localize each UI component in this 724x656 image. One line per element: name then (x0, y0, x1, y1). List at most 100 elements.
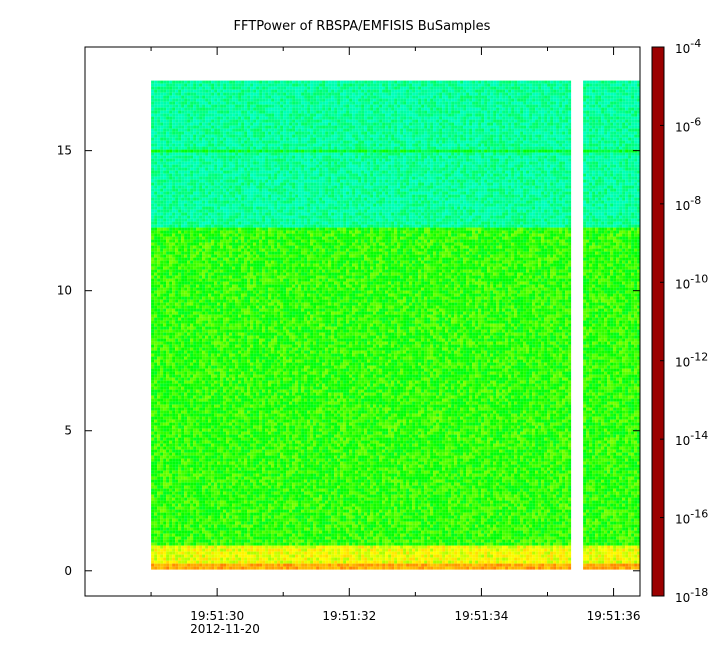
spectrogram-cell (301, 126, 304, 129)
spectrogram-cell (232, 162, 235, 165)
spectrogram-cell (400, 171, 403, 174)
spectrogram-cell (301, 159, 304, 162)
spectrogram-cell (202, 165, 205, 168)
spectrogram-cell (433, 102, 436, 105)
spectrogram-cell (610, 105, 613, 108)
spectrogram-cell (610, 129, 613, 132)
spectrogram-cell (499, 99, 502, 102)
spectrogram-cell (532, 111, 535, 114)
spectrogram-cell (172, 105, 175, 108)
spectrogram-cell (178, 90, 181, 93)
spectrogram-cell (187, 156, 190, 159)
spectrogram-cell (193, 126, 196, 129)
spectrogram-cell (154, 144, 157, 147)
spectrogram-cell (490, 165, 493, 168)
spectrogram-cell (232, 168, 235, 171)
spectrogram-cell (460, 111, 463, 114)
spectrogram-cell (568, 93, 571, 96)
spectrogram-cell (229, 111, 232, 114)
spectrogram-cell (175, 138, 178, 141)
spectrogram-cell (379, 111, 382, 114)
spectrogram-cell (433, 126, 436, 129)
spectrogram-cell (436, 159, 439, 162)
spectrogram-cell (613, 93, 616, 96)
spectrogram-cell (223, 159, 226, 162)
spectrogram-cell (526, 162, 529, 165)
spectrogram-cell (322, 126, 325, 129)
spectrogram-cell (490, 123, 493, 126)
spectrogram-cell (391, 117, 394, 120)
spectrogram-cell (592, 129, 595, 132)
spectrogram-cell (424, 141, 427, 144)
spectrogram-cell (427, 111, 430, 114)
spectrogram-cell (349, 81, 352, 84)
spectrogram-cell (448, 147, 451, 150)
spectrogram-cell (220, 123, 223, 126)
spectrogram-cell (208, 144, 211, 147)
spectrogram-cell (556, 96, 559, 99)
spectrogram-cell (283, 111, 286, 114)
spectrogram-cell (280, 87, 283, 90)
spectrogram-cell (298, 84, 301, 87)
spectrogram-cell (511, 81, 514, 84)
spectrogram-cell (496, 120, 499, 123)
spectrogram-cell (367, 138, 370, 141)
spectrogram-cell (247, 150, 250, 153)
spectrogram-cell (394, 156, 397, 159)
spectrogram-cell (316, 132, 319, 135)
spectrogram-cell (268, 81, 271, 84)
spectrogram-cell (169, 81, 172, 84)
spectrogram-cell (511, 120, 514, 123)
spectrogram-cell (277, 171, 280, 174)
spectrogram-cell (625, 81, 628, 84)
spectrogram-cell (379, 105, 382, 108)
spectrogram-cell (478, 93, 481, 96)
spectrogram-cell (613, 168, 616, 171)
spectrogram-cell (364, 120, 367, 123)
spectrogram-cell (460, 159, 463, 162)
spectrogram-cell (565, 84, 568, 87)
spectrogram-cell (316, 114, 319, 117)
spectrogram-cell (166, 174, 169, 177)
spectrogram-cell (604, 171, 607, 174)
spectrogram-cell (400, 102, 403, 105)
spectrogram-cell (313, 108, 316, 111)
spectrogram-cell (496, 141, 499, 144)
spectrogram-cell (400, 144, 403, 147)
spectrogram-cell (256, 93, 259, 96)
spectrogram-cell (289, 81, 292, 84)
spectrogram-cell (499, 153, 502, 156)
spectrogram-cell (238, 174, 241, 177)
spectrogram-cell (622, 93, 625, 96)
spectrogram-cell (433, 129, 436, 132)
spectrogram-cell (271, 114, 274, 117)
spectrogram-cell (274, 111, 277, 114)
spectrogram-cell (349, 120, 352, 123)
spectrogram-cell (391, 153, 394, 156)
spectrogram-cell (454, 165, 457, 168)
spectrogram-cell (448, 84, 451, 87)
spectrogram-cell (457, 90, 460, 93)
spectrogram-cell (412, 162, 415, 165)
spectrogram-cell (310, 168, 313, 171)
spectrogram-cell (247, 138, 250, 141)
spectrogram-cell (232, 120, 235, 123)
spectrogram-cell (304, 159, 307, 162)
spectrogram-cell (538, 81, 541, 84)
spectrogram-cell (529, 135, 532, 138)
spectrogram-cell (253, 129, 256, 132)
spectrogram-cell (190, 129, 193, 132)
spectrogram-cell (514, 141, 517, 144)
spectrogram-cell (172, 90, 175, 93)
spectrogram-cell (178, 117, 181, 120)
spectrogram-cell (304, 141, 307, 144)
spectrogram-cell (376, 135, 379, 138)
spectrogram-cell (607, 138, 610, 141)
spectrogram-cell (586, 141, 589, 144)
spectrogram-cell (475, 108, 478, 111)
spectrogram-cell (385, 147, 388, 150)
spectrogram-cell (538, 129, 541, 132)
spectrogram-cell (472, 156, 475, 159)
spectrogram-cell (199, 168, 202, 171)
spectrogram-cell (277, 159, 280, 162)
